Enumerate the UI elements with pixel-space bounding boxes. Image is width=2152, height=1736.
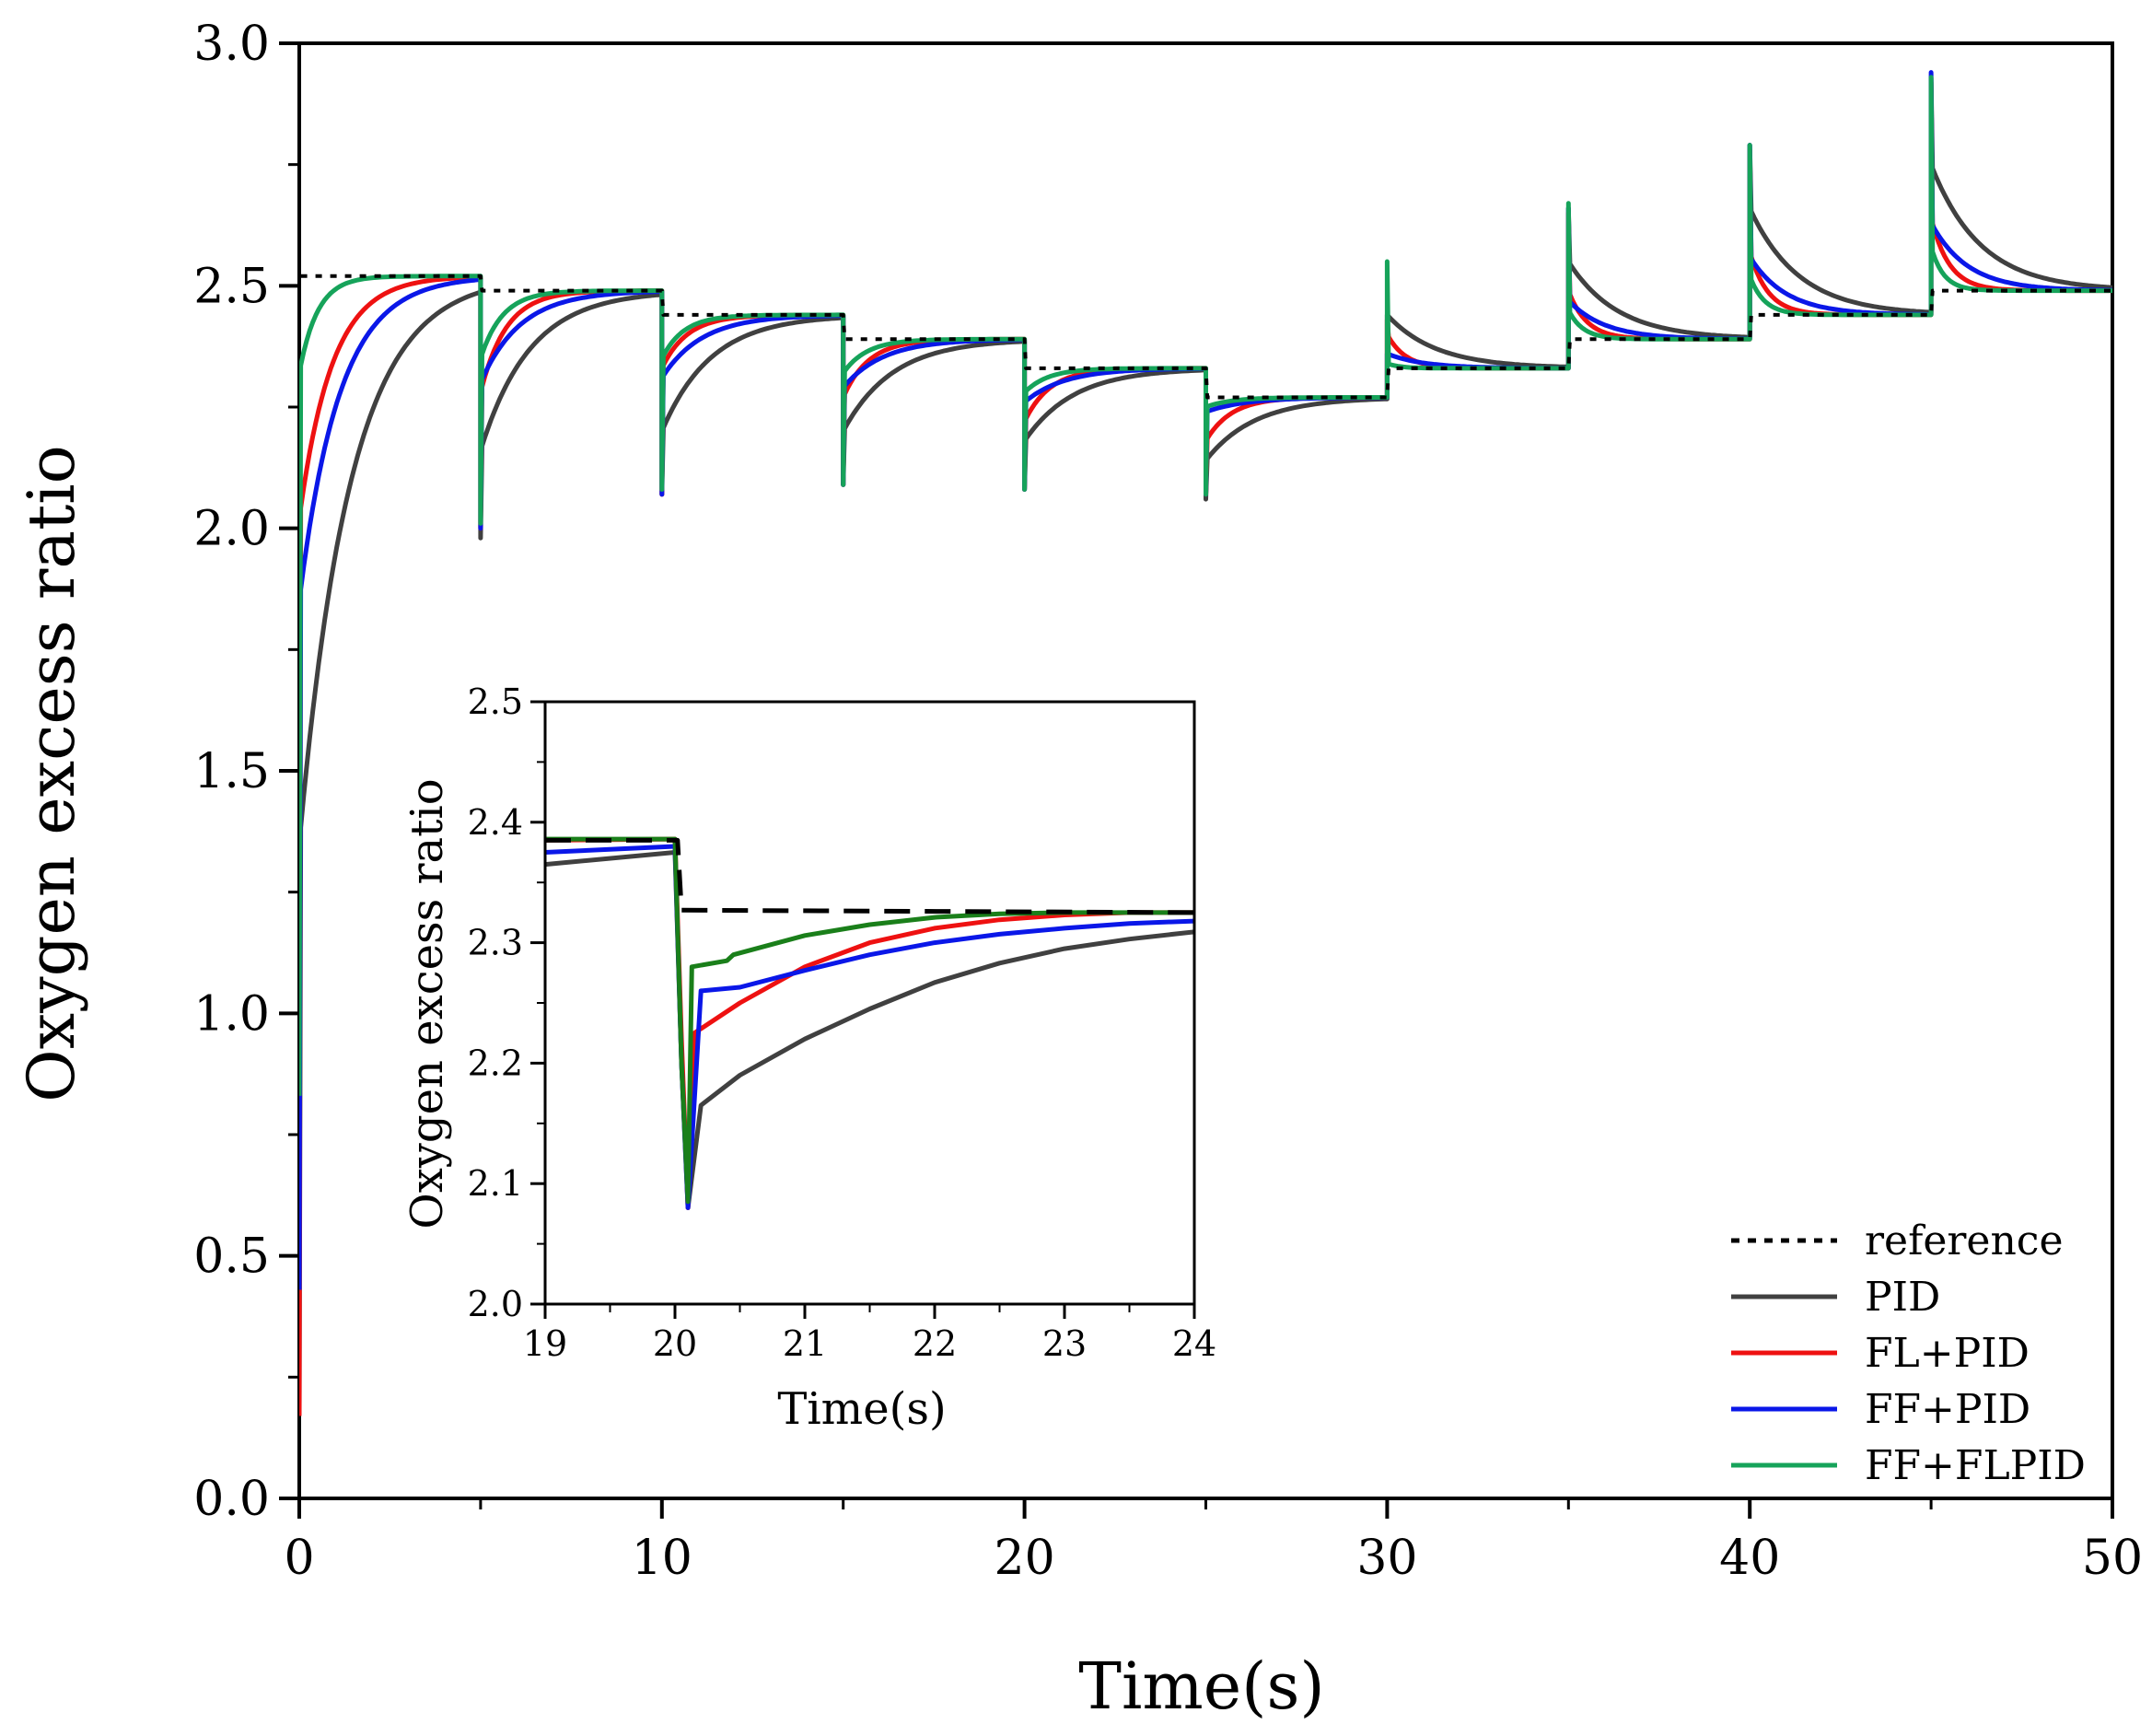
inset-y-tick-label: 2.3	[468, 923, 523, 963]
main-x-tick-label: 10	[632, 1531, 692, 1586]
inset-y-tick-label: 2.1	[468, 1163, 523, 1204]
inset-y-tick-label: 2.5	[468, 682, 523, 722]
legend-label: PID	[1865, 1274, 1940, 1321]
inset-x-tick-label: 19	[523, 1323, 567, 1364]
inset-y-tick-label: 2.2	[468, 1043, 523, 1083]
main-y-tick-label: 3.0	[193, 17, 270, 72]
legend-label: FF+FLPID	[1865, 1442, 2086, 1489]
inset-y-tick-label: 2.0	[468, 1284, 523, 1324]
inset-x-tick-label: 20	[653, 1323, 697, 1364]
main-y-tick-label: 2.5	[193, 259, 270, 314]
main-series-reference	[300, 274, 2112, 400]
main-x-tick-label: 50	[2082, 1531, 2143, 1586]
inset-series-reference	[545, 837, 1194, 915]
main-y-axis-title: Oxygen excess ratio	[14, 445, 89, 1101]
main-x-tick-label: 20	[995, 1531, 1055, 1586]
inset-x-tick-label: 23	[1042, 1323, 1087, 1364]
inset-y-tick-label: 2.4	[468, 802, 523, 843]
inset-series-ff-plus-flpid	[545, 836, 1194, 1205]
legend-label: reference	[1865, 1218, 2064, 1264]
inset-y-axis-title: Oxygen excess ratio	[401, 778, 453, 1229]
main-y-tick-label: 1.5	[193, 744, 270, 799]
inset-background	[545, 702, 1194, 1304]
main-x-tick-label: 40	[1719, 1531, 1780, 1586]
main-y-tick-label: 0.5	[193, 1229, 270, 1285]
main-x-tick-label: 0	[284, 1531, 314, 1586]
main-x-tick-label: 30	[1356, 1531, 1417, 1586]
main-x-axis-title: Time(s)	[1078, 1649, 1324, 1724]
legend-label: FF+PID	[1865, 1386, 2030, 1433]
main-y-tick-label: 0.0	[193, 1472, 270, 1527]
inset-x-tick-label: 24	[1172, 1323, 1216, 1364]
inset-x-tick-label: 22	[913, 1323, 957, 1364]
legend-label: FL+PID	[1865, 1330, 2030, 1377]
main-y-tick-label: 2.0	[193, 502, 270, 557]
main-y-tick-label: 1.0	[193, 986, 270, 1042]
inset-x-axis-title: Time(s)	[777, 1383, 946, 1435]
legend: reference PID FL+PID FF+PID FF+FLPID	[1731, 1218, 2086, 1489]
inset-x-tick-label: 21	[783, 1323, 827, 1364]
